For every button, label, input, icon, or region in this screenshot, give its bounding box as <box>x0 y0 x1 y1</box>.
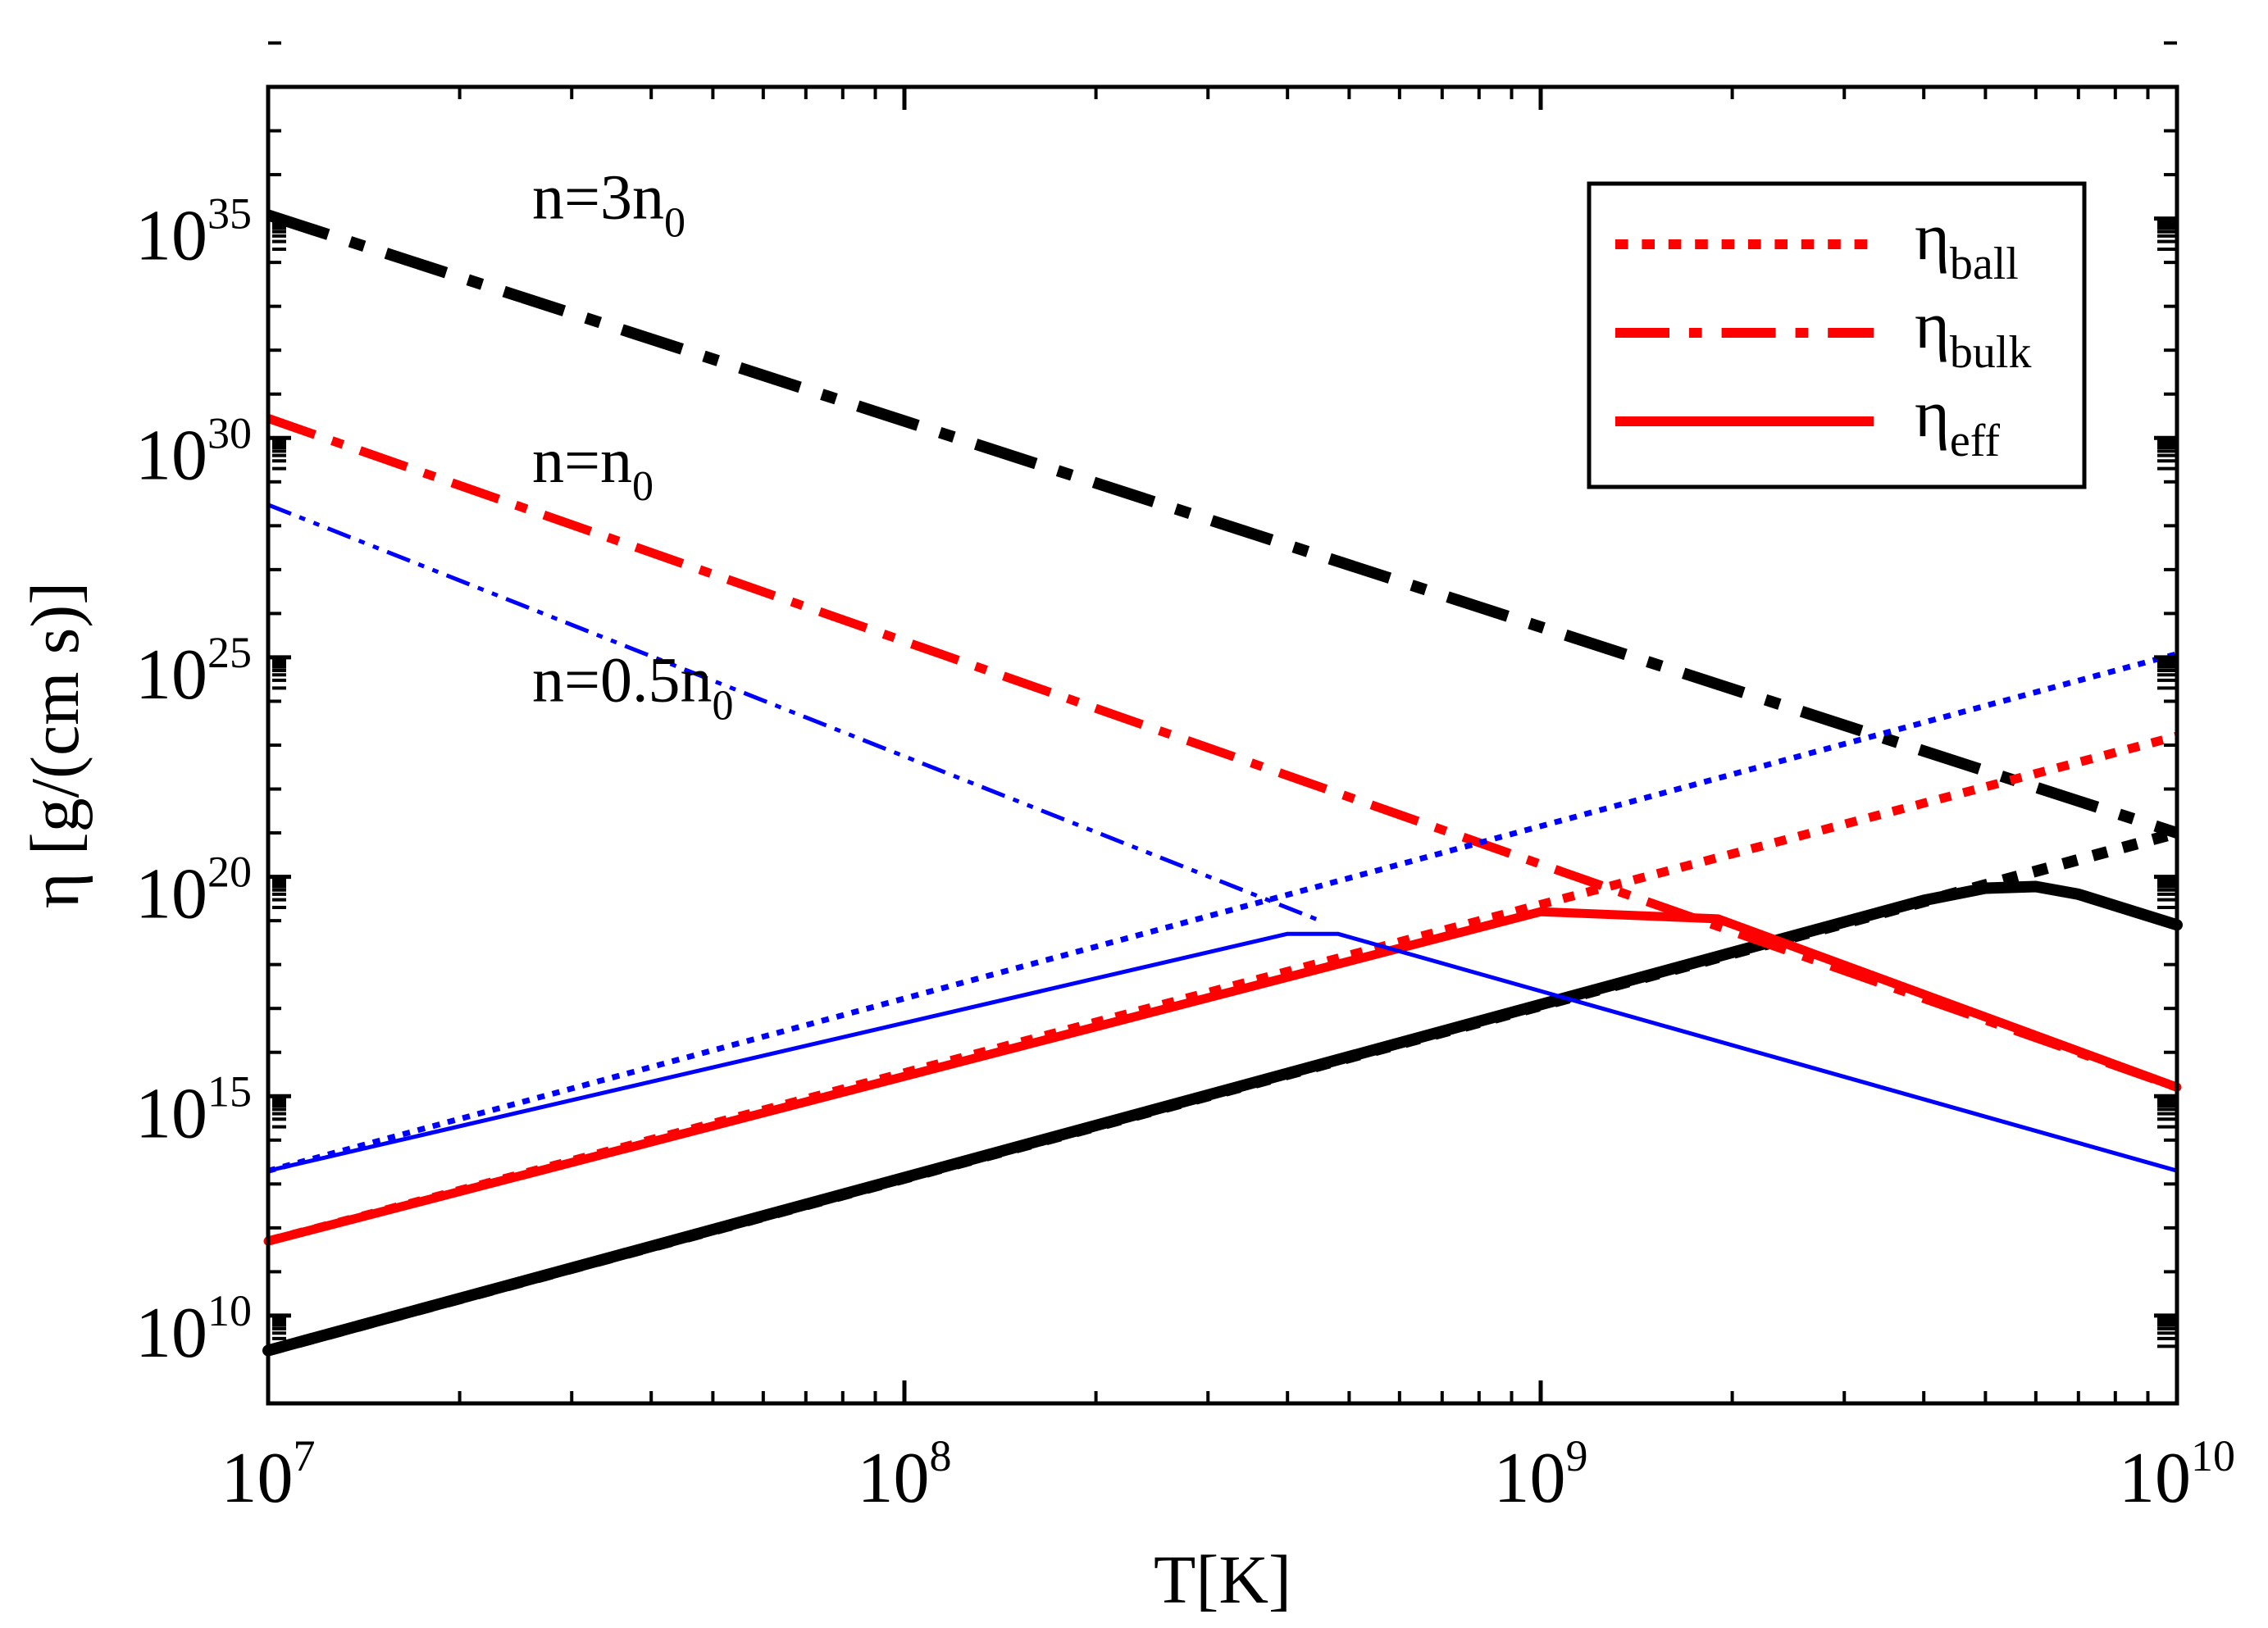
series-line-bulk-n=n0 <box>266 414 2179 1092</box>
y-tick-label: 1035 <box>135 189 252 276</box>
y-tick-label: 1010 <box>135 1286 252 1373</box>
x-tick-label: 1010 <box>2119 1431 2235 1518</box>
curve-label: n=0.5n0 <box>532 643 734 729</box>
legend-label-ball: ηball <box>1915 199 2019 289</box>
series-line-eff-n=n0 <box>263 907 2182 1246</box>
legend-box <box>1587 181 2087 489</box>
x-tick-label: 108 <box>858 1431 952 1518</box>
y-axis-title: η [g/(cm s)] <box>17 582 93 908</box>
axis-tick-labels: 107 108 109 1010 1010 1015 1020 1025 1030 1035 <box>135 189 2235 1518</box>
y-tick-label: 1030 <box>135 408 252 495</box>
curve-label: n=n0 <box>532 425 654 510</box>
x-axis-title: T[K] <box>1154 1542 1291 1618</box>
legend-label-bulk: ηbulk <box>1915 288 2031 378</box>
series-line-bulk-n=3n0 <box>266 209 2179 839</box>
y-tick-label: 1015 <box>135 1066 252 1153</box>
series-line-bulk-n=0_5n0 <box>267 502 1321 923</box>
curve-label: n=3n0 <box>532 161 685 247</box>
curve-annotations: n=3n0 n=n0 n=0.5n0 <box>532 161 734 730</box>
y-tick-label: 1020 <box>135 848 252 935</box>
series-line-eff-n=0_5n0 <box>266 931 2179 1173</box>
legend-label-eff: ηeff <box>1915 376 2000 466</box>
x-tick-label: 107 <box>221 1431 316 1518</box>
series-line-eff-n=3n0 <box>262 880 2183 1357</box>
series-line-ball-n=0_5n0 <box>267 651 2178 1174</box>
plot-lines <box>262 209 2183 1357</box>
axis-ticks <box>266 41 2179 1403</box>
y-tick-label: 1025 <box>135 628 252 715</box>
x-tick-label: 109 <box>1494 1431 1588 1518</box>
